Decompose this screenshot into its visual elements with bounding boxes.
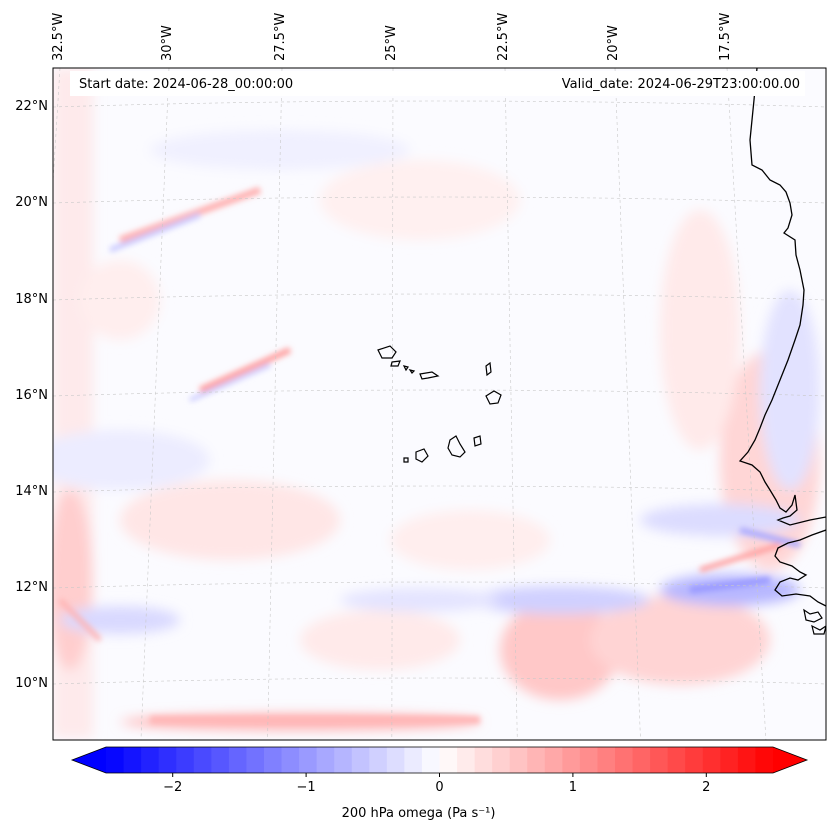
colorbar-segment [316,747,335,773]
colorbar-segment [228,747,247,773]
colorbar-segment [474,747,493,773]
colorbar-segment [457,747,476,773]
latitude-label: 16°N [15,388,48,403]
colorbar-segment [492,747,511,773]
meridian-gridline [726,68,767,740]
colorbar-segment [404,747,423,773]
colorbar-segment [351,747,370,773]
island-maio [473,435,482,447]
colorbar-segment [439,747,458,773]
colorbar-segment [263,747,283,773]
colorbar-segment [123,747,142,773]
colorbar-segment [141,747,160,773]
colorbar-segment [755,747,774,773]
colorbar-outline [70,746,809,774]
island-sao-vicente [390,360,401,367]
colorbar-segment [106,747,125,773]
colorbar-segment [650,747,669,773]
colorbar [70,746,809,777]
colorbar-segment [562,747,581,773]
meridian-gridline [504,68,518,740]
colorbar-segment [702,747,721,773]
colorbar-segment [369,747,388,773]
colorbar-label: 200 hPa omega (Pa s⁻¹) [341,806,496,821]
gridlines [53,68,826,740]
colorbar-segment [720,747,739,773]
colorbar-segment [579,747,598,773]
parallel-gridline [53,100,826,108]
colorbar-tick-label: 2 [702,780,711,795]
longitude-label: 27.5°W [273,12,288,61]
island-sao-nicolau [419,371,440,380]
valid-date-label: Valid_date: 2024-06-29T23:00:00.00 [561,77,800,92]
colorbar-tick-label: −1 [296,780,316,795]
meridian-gridline [391,68,394,740]
colorbar-segment [211,747,230,773]
colorbar-segment [281,747,300,773]
colorbar-segment [527,747,546,773]
island-sal [485,361,492,377]
colorbar-segment [386,747,405,773]
omega-field [53,68,820,738]
map-frame [52,67,827,741]
colorbar-segment [299,747,318,773]
island-brava [403,457,409,463]
island-santa-luzia [402,365,416,374]
parallel-gridline [53,485,826,493]
longitude-label: 30°W [160,25,175,61]
bijagos-islands [803,608,826,635]
latitude-label: 10°N [15,676,48,691]
colorbar-segment [667,747,686,773]
parallel-gridline [53,677,826,685]
latitude-label: 12°N [15,580,48,595]
island-boa-vista [485,390,502,405]
parallel-gridline [53,293,826,301]
colorbar-segment [615,747,634,773]
meridian-gridline [140,68,170,740]
longitude-label: 20°W [606,25,621,61]
parallel-gridline [53,196,826,204]
colorbar-segment [632,747,651,773]
colorbar-segment [176,747,195,773]
latitude-label: 14°N [15,484,48,499]
colorbar-segment [158,747,177,773]
meridian-gridline [267,68,283,740]
colorbar-segment [685,747,704,773]
colorbar-segment [246,747,265,773]
meridian-gridline [614,68,641,740]
start-date-label: Start date: 2024-06-28_00:00:00 [79,77,294,92]
island-fogo [415,448,429,463]
colorbar-segment [544,747,563,773]
colorbar-tick-label: 0 [435,780,444,795]
latitude-label: 20°N [15,195,48,210]
colorbar-segment [737,747,756,773]
longitude-label: 22.5°W [496,12,511,61]
coastline [377,68,826,635]
africa-coastline [738,68,826,526]
colorbar-tick-label: −2 [163,780,183,795]
longitude-label: 32.5°W [51,12,66,61]
latitude-label: 22°N [15,99,48,114]
parallel-gridline [53,389,826,397]
colorbar-segment [334,747,353,773]
island-santiago [447,435,466,458]
gambia-guinea-coast [774,529,826,607]
latitude-label: 18°N [15,292,48,307]
colorbar-segment [509,747,528,773]
colorbar-segment [597,747,616,773]
colorbar-segment [193,747,212,773]
longitude-label: 17.5°W [718,12,733,61]
parallel-gridline [53,581,826,589]
colorbar-tick-label: 1 [568,780,578,795]
longitude-label: 25°W [384,25,399,61]
header-strip [70,71,805,96]
island-santo-antao [377,345,397,359]
colorbar-segment [421,747,440,773]
colorbar-extend-max [773,747,807,773]
colorbar-extend-min [72,747,106,773]
